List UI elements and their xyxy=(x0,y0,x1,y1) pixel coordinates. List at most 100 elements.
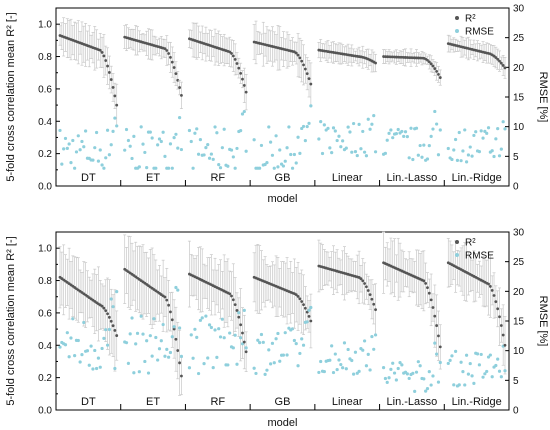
rmse-point xyxy=(341,366,345,370)
r2-point xyxy=(233,303,237,306)
r2-point xyxy=(228,50,232,54)
rmse-point xyxy=(337,358,341,362)
r2-point xyxy=(176,78,180,82)
rmse-point xyxy=(76,338,80,343)
rmse-point xyxy=(477,363,481,367)
rmse-point xyxy=(69,336,73,340)
r2-point xyxy=(104,309,108,313)
rmse-point xyxy=(319,359,323,364)
rmse-point xyxy=(76,134,80,138)
rmse-point xyxy=(425,157,430,161)
rmse-point xyxy=(422,143,426,147)
r2-point xyxy=(303,306,307,310)
r2-point xyxy=(100,304,104,308)
rmse-point xyxy=(198,318,203,322)
rmse-point xyxy=(470,374,474,378)
rmse-point xyxy=(105,128,110,132)
category-label: Lin.-Ridge xyxy=(452,172,502,184)
rmse-point xyxy=(411,157,415,162)
rmse-point xyxy=(278,148,282,152)
rmse-point xyxy=(331,370,336,375)
rmse-point xyxy=(317,370,321,375)
rmse-point xyxy=(294,342,298,346)
rmse-point xyxy=(128,332,132,336)
rmse-point xyxy=(126,138,130,143)
rmse-point xyxy=(267,125,271,129)
left-tick-label: 0.2 xyxy=(38,149,52,160)
rmse-point xyxy=(115,124,119,128)
rmse-point xyxy=(389,128,393,132)
rmse-point xyxy=(357,122,361,126)
rmse-point xyxy=(387,376,391,380)
rmse-point xyxy=(350,358,354,363)
rmse-point xyxy=(341,139,345,143)
r2-point xyxy=(433,67,437,70)
r2-point xyxy=(115,103,119,107)
r2-point xyxy=(170,60,174,64)
rmse-point xyxy=(359,147,363,151)
rmse-point xyxy=(450,354,454,358)
rmse-point xyxy=(265,368,269,372)
r2-point xyxy=(235,62,239,65)
rmse-point xyxy=(215,355,219,359)
rmse-point xyxy=(113,116,117,120)
r2-point xyxy=(113,329,117,332)
rmse-point xyxy=(172,136,176,140)
rmse-point xyxy=(416,153,420,157)
rmse-point xyxy=(143,359,147,364)
category-label: ET xyxy=(146,396,160,408)
rmse-point xyxy=(335,138,339,143)
legend-label-r2: R² xyxy=(465,14,476,25)
rmse-point xyxy=(80,139,84,144)
r2-point xyxy=(361,279,365,283)
rmse-point xyxy=(60,162,64,166)
rmse-point xyxy=(107,153,111,157)
r2-point xyxy=(368,293,372,297)
rmse-point xyxy=(429,383,433,387)
rmse-point xyxy=(292,338,296,343)
rmse-point xyxy=(220,146,224,150)
rmse-point xyxy=(74,150,79,154)
r2-point xyxy=(180,374,183,378)
rmse-point xyxy=(287,125,291,129)
rmse-point xyxy=(389,367,393,371)
rmse-point xyxy=(424,389,428,393)
rmse-point xyxy=(137,165,141,169)
rmse-point xyxy=(167,355,171,359)
rmse-point xyxy=(258,341,262,345)
r2-point xyxy=(169,55,172,59)
rmse-point xyxy=(309,104,313,108)
r2-point xyxy=(231,298,235,302)
r2-point xyxy=(496,57,500,61)
r2-point xyxy=(237,66,241,70)
r2-point xyxy=(242,340,246,344)
right-tick-label: 30 xyxy=(513,228,525,239)
rmse-point xyxy=(414,370,419,374)
rmse-point xyxy=(353,350,358,354)
y-axis-title-right: RMSE [%] xyxy=(537,72,549,123)
rmse-point xyxy=(391,361,395,365)
rmse-point xyxy=(104,328,108,332)
rmse-point xyxy=(156,143,160,147)
rmse-point xyxy=(355,153,359,158)
rmse-point xyxy=(85,349,90,353)
r2-point xyxy=(488,285,492,288)
rmse-point xyxy=(278,359,282,363)
rmse-point xyxy=(463,383,467,387)
rmse-point xyxy=(259,332,264,337)
rmse-point xyxy=(413,389,417,393)
rmse-point xyxy=(418,364,422,368)
r2-point xyxy=(233,58,237,61)
rmse-point xyxy=(84,129,88,133)
rmse-point xyxy=(226,164,230,168)
y-axis-title-left: 5-fold cross correlation mean R² [-] xyxy=(5,12,17,181)
rmse-point xyxy=(353,150,358,154)
r2-point xyxy=(433,314,437,318)
rmse-point xyxy=(196,152,201,156)
rmse-point xyxy=(464,160,469,164)
rmse-point xyxy=(472,133,476,138)
r2-point xyxy=(422,279,426,283)
r2-point xyxy=(237,315,241,319)
rmse-point xyxy=(330,151,334,155)
rmse-point xyxy=(98,148,102,152)
